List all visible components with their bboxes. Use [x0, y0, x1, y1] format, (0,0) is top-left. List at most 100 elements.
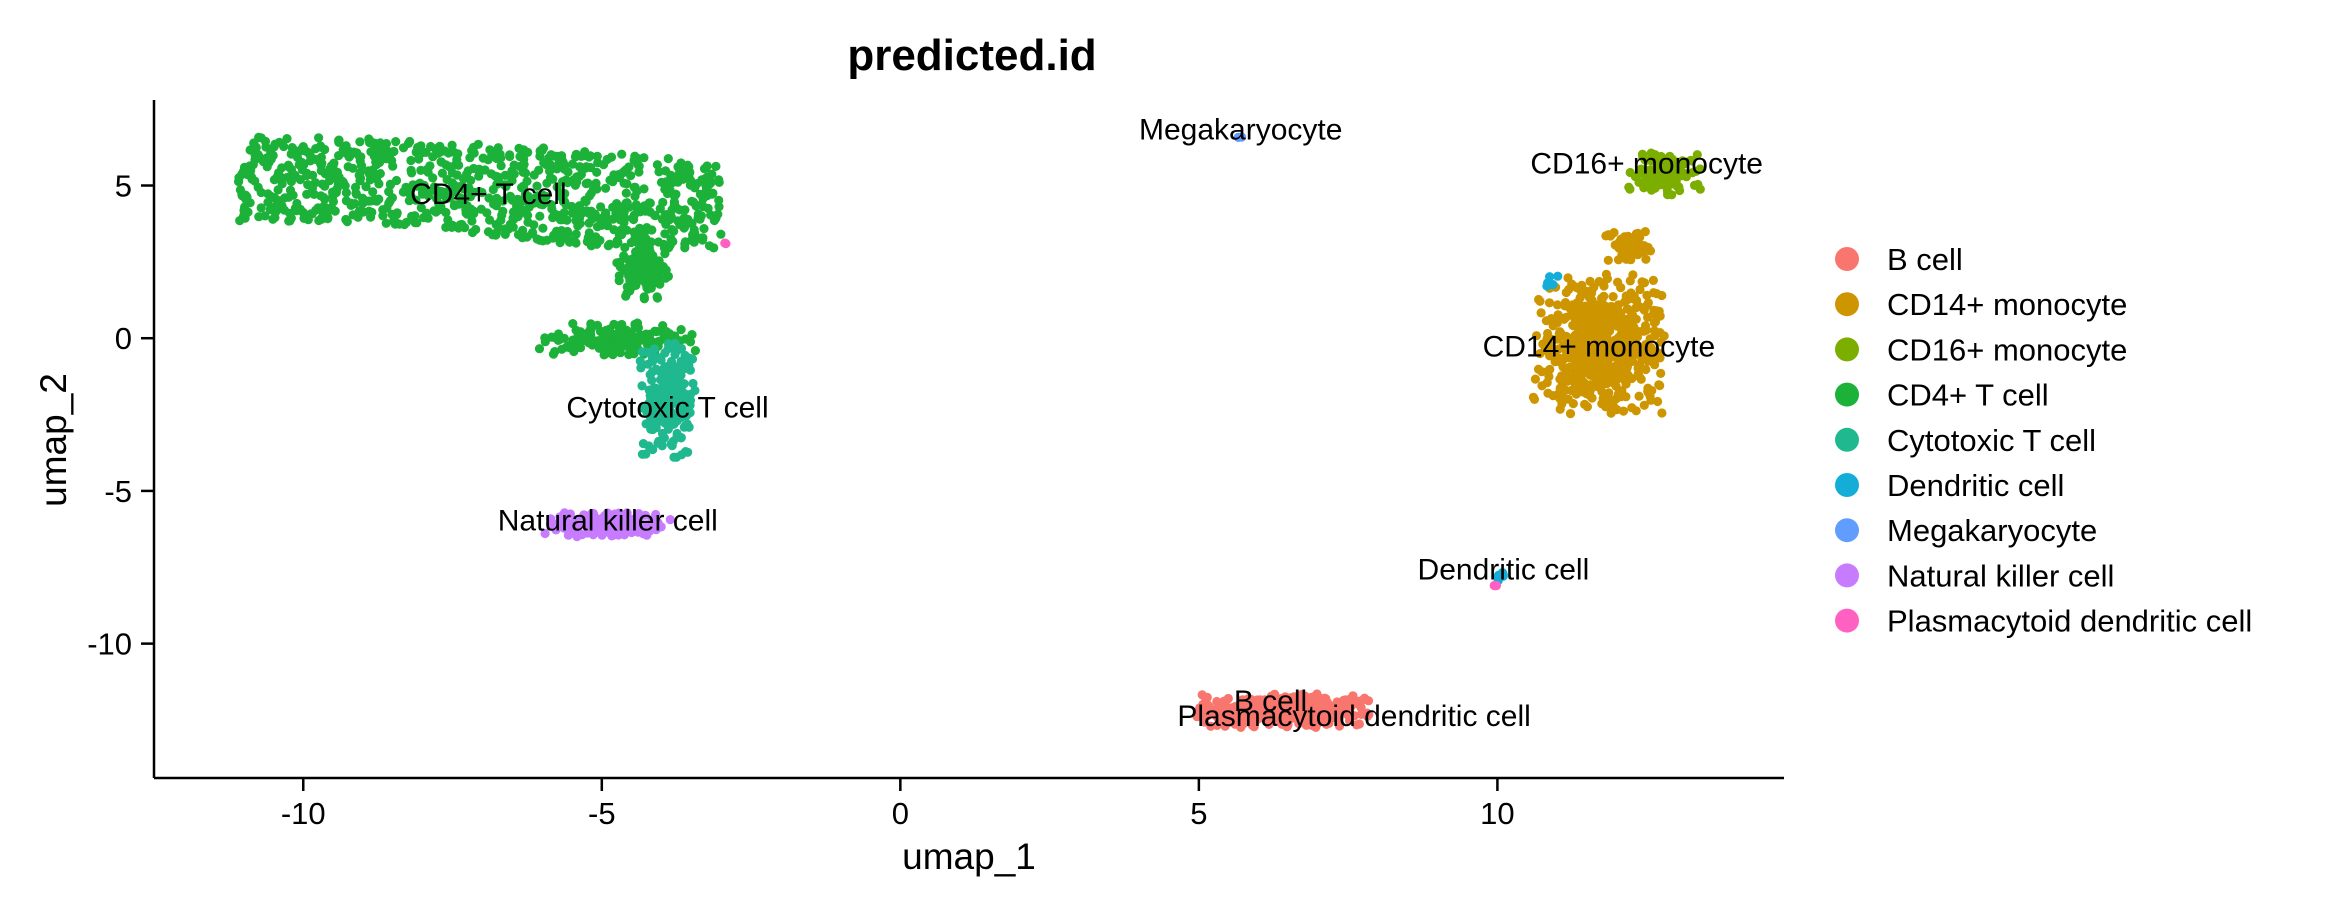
- point-cd14-monocyte-2237: [1578, 361, 1589, 371]
- point-cd4-t-cell-610: [652, 160, 663, 170]
- point-cd4-t-cell-1138: [596, 326, 606, 336]
- point-cd4-t-cell-559: [311, 144, 321, 154]
- point-cd16-monocyte-1628: [1639, 183, 1649, 193]
- point-cd14-monocyte-2285: [1621, 392, 1631, 402]
- point-cd14-monocyte-2351: [1614, 237, 1624, 247]
- point-b-cell-2734: [1196, 704, 1206, 714]
- cluster-label-cd4-t-cell: CD4+ T cell: [410, 178, 566, 211]
- point-cd4-t-cell-875: [410, 218, 420, 228]
- point-cd4-t-cell-639: [324, 176, 335, 186]
- point-cd14-monocyte-2283: [1602, 302, 1612, 312]
- point-cd14-monocyte-2357: [1609, 228, 1619, 238]
- point-cd4-t-cell-574: [494, 223, 504, 233]
- point-cd14-monocyte-2041: [1533, 364, 1544, 374]
- point-cd14-monocyte-2024: [1597, 399, 1607, 409]
- point-cd4-t-cell-797: [374, 194, 384, 204]
- point-cytotoxic-t-cell-1380: [679, 400, 689, 411]
- point-cd4-t-cell-777: [601, 208, 611, 218]
- point-cd14-monocyte-2352: [1641, 254, 1651, 264]
- point-cd4-t-cell-599: [361, 182, 371, 192]
- point-cd4-t-cell-999: [639, 253, 649, 263]
- point-plasmacytoid-dendritic-cell-2805: [1491, 580, 1502, 591]
- point-cd4-t-cell-568: [302, 189, 312, 199]
- point-cd14-monocyte-2227: [1627, 403, 1637, 413]
- point-cd4-t-cell-679: [568, 204, 579, 214]
- point-cd14-monocyte-2176: [1573, 299, 1583, 309]
- point-cd4-t-cell-1137: [630, 322, 640, 333]
- point-cd4-t-cell-836: [247, 174, 257, 184]
- point-cd4-t-cell-794: [437, 157, 447, 167]
- point-b-cell-2778: [1255, 700, 1265, 710]
- point-cd4-t-cell-881: [348, 163, 358, 173]
- point-cd4-t-cell-860: [288, 190, 298, 200]
- point-cd4-t-cell-237: [523, 210, 533, 220]
- point-cd14-monocyte-2273: [1566, 374, 1576, 384]
- point-cd14-monocyte-1843: [1641, 364, 1651, 375]
- point-cd4-t-cell-127: [608, 177, 618, 187]
- point-cd4-t-cell-753: [693, 213, 703, 223]
- point-cd4-t-cell-1011: [660, 249, 670, 259]
- point-b-cell-2705: [1206, 721, 1216, 731]
- point-cytotoxic-t-cell-1395: [682, 358, 692, 368]
- point-cd4-t-cell-1004: [624, 271, 634, 281]
- point-cd4-t-cell-633: [432, 185, 442, 195]
- point-cd4-t-cell-896: [592, 222, 603, 232]
- point-cd14-monocyte-2275: [1592, 319, 1602, 329]
- point-cd4-t-cell-985: [663, 271, 674, 281]
- point-cd4-t-cell-1155: [661, 327, 672, 337]
- point-cd4-t-cell-643: [352, 148, 362, 158]
- point-cd4-t-cell-1019: [639, 294, 650, 304]
- point-cd4-t-cell-705: [714, 195, 724, 205]
- point-b-cell-2553: [1218, 717, 1228, 728]
- point-cd14-monocyte-2252: [1617, 319, 1627, 329]
- legend: B cell CD14+ monocyte CD16+ monocyte CD4+ T…: [1835, 242, 2252, 639]
- point-cd16-monocyte-1699: [1667, 190, 1677, 200]
- point-cd14-monocyte-2171: [1535, 296, 1545, 306]
- point-cd4-t-cell-826: [323, 207, 333, 217]
- point-cd4-t-cell-86: [279, 141, 289, 152]
- point-cd4-t-cell-824: [581, 196, 591, 207]
- point-cd14-monocyte-2263: [1565, 362, 1575, 372]
- point-cd4-t-cell-698: [398, 143, 409, 153]
- point-cd4-t-cell-638: [419, 180, 429, 190]
- point-cd4-t-cell-602: [581, 179, 591, 189]
- point-cd4-t-cell-864: [532, 234, 542, 244]
- point-cd4-t-cell-749: [358, 198, 368, 209]
- point-cd4-t-cell-778: [254, 153, 264, 163]
- point-cd4-t-cell-635: [240, 202, 250, 212]
- point-cd14-monocyte-2110: [1609, 396, 1619, 406]
- point-cd16-monocyte-1687: [1643, 170, 1653, 180]
- point-cd14-monocyte-1995: [1656, 337, 1666, 347]
- point-cd4-t-cell-1119: [687, 330, 697, 340]
- point-cd4-t-cell-622: [635, 223, 645, 233]
- point-cd4-t-cell-564: [559, 208, 569, 218]
- point-cd4-t-cell-684: [467, 227, 478, 238]
- point-cd14-monocyte-2277: [1588, 309, 1598, 319]
- point-cd4-t-cell-798: [655, 204, 665, 214]
- point-cd4-t-cell-700: [608, 214, 618, 224]
- point-cd4-t-cell-899: [706, 178, 716, 188]
- cluster-labels: CD4+ T cell Megakaryocyte CD16+ monocyte CD…: [410, 114, 1763, 733]
- point-natural-killer-cell-1584: [565, 519, 575, 529]
- point-cd4-t-cell-842: [586, 188, 596, 198]
- point-cd4-t-cell-528: [519, 145, 529, 155]
- point-cd4-t-cell-549: [624, 162, 634, 172]
- point-cytotoxic-t-cell-1397: [644, 441, 654, 451]
- point-natural-killer-cell-1582: [606, 518, 616, 528]
- point-cd4-t-cell-1169: [685, 337, 696, 347]
- point-cd14-monocyte-2062: [1657, 408, 1667, 418]
- point-cytotoxic-t-cell-1366: [674, 373, 685, 383]
- point-cd4-t-cell-158: [282, 134, 292, 144]
- point-cd14-monocyte-2298: [1626, 337, 1636, 347]
- point-cd4-t-cell-720: [455, 220, 465, 230]
- point-cd4-t-cell-969: [644, 243, 654, 253]
- point-cd4-t-cell-885: [382, 203, 392, 213]
- point-megakaryocyte-2802: [1233, 132, 1243, 142]
- point-cd4-t-cell-619: [308, 170, 318, 180]
- chart-title: predicted.id: [847, 31, 1096, 80]
- point-cd14-monocyte-2009: [1656, 368, 1666, 378]
- point-cd4-t-cell-767: [387, 156, 397, 166]
- point-cd14-monocyte-2287: [1613, 300, 1623, 310]
- cluster-label-natural-killer-cell: Natural killer cell: [498, 505, 718, 538]
